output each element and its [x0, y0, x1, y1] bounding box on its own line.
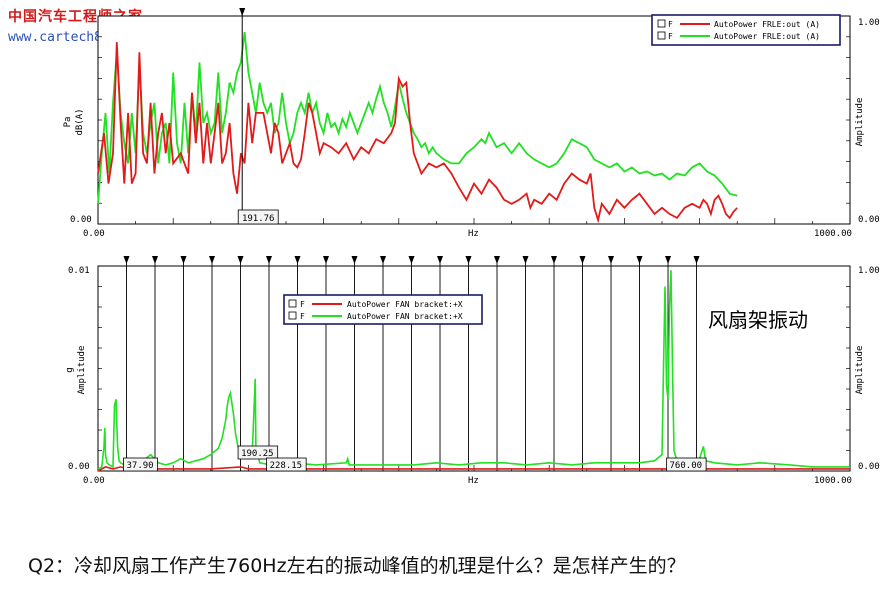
bottom-legend-label-1: AutoPower FAN bracket:+X: [347, 300, 463, 309]
top-cursor-label: 191.76: [242, 214, 275, 224]
legend-checkbox-icon[interactable]: [657, 31, 666, 40]
bottom-x-tick-max: 1000.00: [814, 476, 852, 486]
harmonic-marker-icon[interactable]: [522, 256, 529, 264]
harmonic-cursor-group: [123, 256, 700, 471]
top-series-green: [97, 31, 738, 204]
bottom-y-tick-max: 0.01: [68, 266, 90, 276]
harmonic-marker-icon[interactable]: [351, 256, 358, 264]
bottom-legend-flag-2: F: [300, 312, 305, 321]
top-axis-ticks: [97, 15, 851, 225]
bottom-cursor-label: 760.00: [670, 461, 703, 471]
top-y-tick-0: 0.00: [70, 215, 92, 225]
harmonic-marker-icon[interactable]: [494, 256, 501, 264]
bottom-cursor-labels: 37.90 190.25 228.15 760.00: [123, 445, 707, 472]
top-plot-frame: [97, 15, 851, 225]
top-legend-label-2: AutoPower FRLE:out (A): [714, 32, 820, 41]
harmonic-marker-icon[interactable]: [266, 256, 273, 264]
bottom-legend-label-2: AutoPower FAN bracket:+X: [347, 312, 463, 321]
top-right-axis-label: Amplitude: [855, 98, 865, 147]
top-right-tick-max: 1.00: [858, 18, 880, 28]
top-x-axis-label: Hz: [468, 229, 479, 239]
harmonic-marker-icon[interactable]: [209, 256, 216, 264]
legend-checkbox-icon[interactable]: [288, 299, 297, 308]
harmonic-marker-icon[interactable]: [408, 256, 415, 264]
harmonic-marker-icon[interactable]: [579, 256, 586, 264]
bottom-right-tick-min: 0.00: [858, 462, 880, 472]
legend-checkbox-icon[interactable]: [657, 19, 666, 28]
question-text: Q2：冷却风扇工作产生760Hz左右的振动峰值的机理是什么？是怎样产生的？: [28, 555, 686, 577]
top-legend: F AutoPower FRLE:out (A) F AutoPower FRL…: [651, 14, 841, 46]
bottom-cursor-label-box: [123, 457, 158, 472]
bottom-chart: 37.90 190.25 228.15 760.00 0.01 0.00 0.00 1…: [65, 256, 880, 486]
top-right-tick-min: 0.00: [858, 215, 880, 225]
harmonic-marker-icon[interactable]: [380, 256, 387, 264]
harmonic-marker-icon[interactable]: [123, 256, 130, 264]
bottom-cursor-label: 228.15: [270, 461, 303, 471]
bottom-cursor-label: 37.90: [127, 461, 154, 471]
top-x-tick-max: 1000.00: [814, 229, 852, 239]
harmonic-marker-icon[interactable]: [437, 256, 444, 264]
bottom-cursor-label-box: [666, 457, 707, 472]
harmonic-marker-icon[interactable]: [665, 256, 672, 264]
bottom-x-tick-min: 0.00: [83, 476, 105, 486]
harmonic-marker-icon[interactable]: [551, 256, 558, 264]
top-legend-flag-1: F: [668, 20, 673, 29]
harmonic-marker-icon[interactable]: [237, 256, 244, 264]
harmonic-marker-icon[interactable]: [608, 256, 615, 264]
top-legend-flag-2: F: [668, 32, 673, 41]
bottom-series-red: [97, 466, 850, 472]
bottom-legend-flag-1: F: [300, 300, 305, 309]
bottom-y-tick-min: 0.00: [68, 462, 90, 472]
bottom-cursor-label: 190.25: [241, 449, 274, 459]
harmonic-marker-icon[interactable]: [323, 256, 330, 264]
bottom-right-tick-max: 1.00: [858, 266, 880, 276]
top-cursor-marker-icon[interactable]: [239, 8, 246, 16]
harmonic-marker-icon[interactable]: [152, 256, 159, 264]
bottom-legend: F AutoPower FAN bracket:+X F AutoPower F…: [283, 294, 483, 325]
top-chart: 191.76 0.00 0.00 1000.00 Hz Pa dB(A) 1.0…: [63, 8, 880, 239]
legend-checkbox-icon[interactable]: [288, 311, 297, 320]
bottom-cursor-label-box: [237, 445, 279, 460]
harmonic-marker-icon[interactable]: [465, 256, 472, 264]
bottom-y-axis-label-unit: g: [65, 367, 75, 372]
bottom-y-axis-label-amp: Amplitude: [77, 346, 87, 395]
bottom-cursor-label-box: [266, 457, 307, 472]
bottom-annotation: 风扇架振动: [708, 308, 808, 332]
top-legend-label-1: AutoPower FRLE:out (A): [714, 20, 820, 29]
bottom-x-axis-label: Hz: [468, 476, 479, 486]
top-y-axis-label-db: dB(A): [75, 108, 85, 135]
harmonic-marker-icon[interactable]: [180, 256, 187, 264]
bottom-right-axis-label: Amplitude: [855, 346, 865, 395]
top-cursor-label-box: [237, 209, 279, 225]
harmonic-marker-icon[interactable]: [636, 256, 643, 264]
top-series-red: [97, 42, 738, 224]
harmonic-marker-icon[interactable]: [294, 256, 301, 264]
top-x-tick-min: 0.00: [83, 229, 105, 239]
top-y-axis-label-unit: Pa: [63, 117, 73, 128]
harmonic-marker-icon[interactable]: [693, 256, 700, 264]
